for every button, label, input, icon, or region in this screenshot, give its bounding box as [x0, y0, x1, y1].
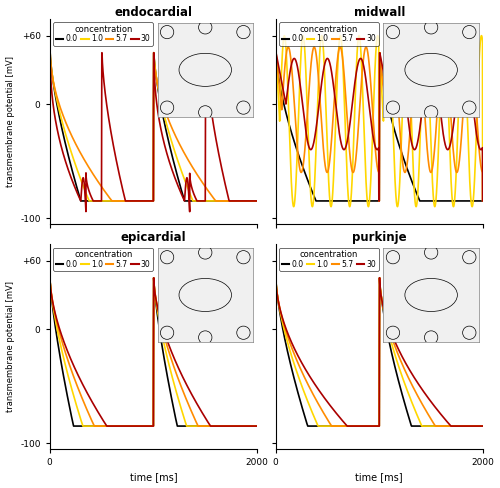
- Legend: 0.0, 1.0, 5.7, 30: 0.0, 1.0, 5.7, 30: [280, 247, 379, 271]
- Title: purkinje: purkinje: [352, 231, 406, 244]
- Y-axis label: transmembrane potential [mV]: transmembrane potential [mV]: [6, 281, 15, 412]
- Legend: 0.0, 1.0, 5.7, 30: 0.0, 1.0, 5.7, 30: [54, 247, 153, 271]
- Title: midwall: midwall: [354, 5, 405, 19]
- Legend: 0.0, 1.0, 5.7, 30: 0.0, 1.0, 5.7, 30: [54, 22, 153, 46]
- X-axis label: time [ms]: time [ms]: [356, 472, 403, 483]
- X-axis label: time [ms]: time [ms]: [130, 472, 177, 483]
- Legend: 0.0, 1.0, 5.7, 30: 0.0, 1.0, 5.7, 30: [280, 22, 379, 46]
- Title: endocardial: endocardial: [114, 5, 192, 19]
- Title: epicardial: epicardial: [120, 231, 186, 244]
- Y-axis label: transmembrane potential [mV]: transmembrane potential [mV]: [6, 56, 15, 186]
